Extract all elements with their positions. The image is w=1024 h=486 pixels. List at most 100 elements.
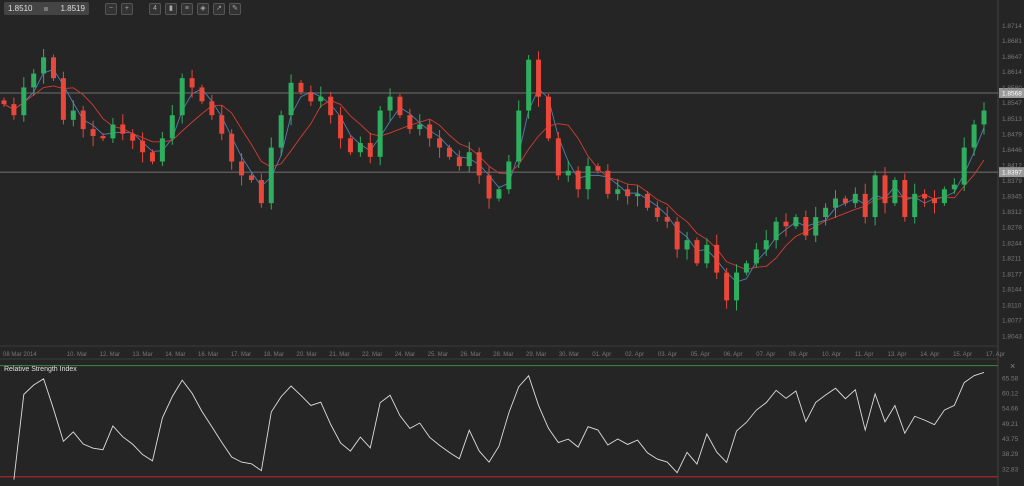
candle-body [229, 133, 235, 162]
candle-body [595, 166, 601, 171]
time-tick-label: 25. Mar [428, 352, 448, 358]
candle-body [239, 161, 245, 176]
candle-body [763, 240, 769, 250]
price-tick-label: 1.8043 [1002, 333, 1022, 340]
ask-price: 1.8519 [60, 4, 85, 13]
rsi-tick-label: 60.12 [1002, 391, 1019, 398]
candle-body [773, 221, 779, 241]
rsi-tick-label: 49.21 [1002, 421, 1019, 428]
rsi-close-icon[interactable]: × [1010, 361, 1015, 371]
chart-type-icon[interactable]: ↗ [212, 2, 225, 15]
candle-body [60, 78, 66, 120]
candle-body [466, 152, 472, 167]
time-tick-label: 09. Apr [789, 352, 808, 358]
candle-body [971, 124, 977, 148]
time-tick-label: 02. Apr [625, 352, 644, 358]
time-tick-label: 18. Mar [264, 352, 284, 358]
price-tick-label: 1.8244 [1002, 240, 1022, 247]
zoom-in-icon[interactable]: + [120, 2, 133, 15]
candle-body [912, 193, 918, 218]
candle-body [625, 189, 631, 197]
candle-body [635, 193, 641, 197]
candle-body [793, 217, 799, 227]
toolbar: 1.8510 1.8519 − + 4 ▮ ≡ ◈ ↗ ✎ [4, 2, 241, 15]
candle-body [753, 249, 759, 264]
candle-body [892, 180, 898, 204]
price-tick-label: 1.8647 [1002, 54, 1022, 61]
time-tick-label: 16. Mar [198, 352, 218, 358]
time-tick-label: 08 Mar 2014 [3, 352, 37, 358]
time-tick-label: 03. Apr [658, 352, 677, 358]
candle-body [476, 152, 482, 176]
candle-body [41, 57, 47, 74]
draw-icon[interactable]: ✎ [228, 2, 241, 15]
price-tick-label: 1.8681 [1002, 38, 1022, 45]
candle-body [258, 180, 264, 204]
candle-body [159, 138, 165, 162]
time-tick-label: 10. Mar [67, 352, 87, 358]
time-tick-label: 01. Apr [592, 352, 611, 358]
price-tick-label: 1.8446 [1002, 147, 1022, 154]
candle-body [783, 221, 789, 227]
candle-body [397, 96, 403, 116]
candle-body [516, 110, 522, 162]
candle-body [555, 138, 561, 176]
candle-body [941, 189, 947, 204]
candle-body [357, 142, 363, 153]
price-tick-label: 1.8312 [1002, 209, 1022, 216]
time-tick-label: 29. Mar [526, 352, 546, 358]
price-tick-label: 1.8211 [1002, 256, 1022, 263]
candle-body [308, 92, 314, 102]
candle-body [110, 124, 116, 139]
time-tick-label: 14. Mar [165, 352, 185, 358]
bid-price: 1.8510 [8, 4, 33, 13]
objects-icon[interactable]: ◈ [196, 2, 209, 15]
candle-body [288, 82, 294, 116]
candle-body [21, 87, 27, 116]
time-tick-label: 17. Apr [986, 352, 1005, 358]
period-icon[interactable]: 4 [148, 2, 161, 15]
candle-body [615, 189, 621, 194]
candles-icon[interactable]: ▮ [164, 2, 177, 15]
candle-body [318, 96, 324, 102]
candle-body [981, 110, 987, 125]
candle-body [377, 110, 383, 157]
candle-body [872, 175, 878, 218]
candle-body [704, 244, 710, 264]
quote-box[interactable]: 1.8510 1.8519 [4, 2, 89, 15]
candle-body [654, 207, 660, 218]
price-tick-label: 1.8479 [1002, 132, 1022, 139]
price-tick-label: 1.8077 [1002, 318, 1022, 325]
rsi-tick-label: 43.75 [1002, 436, 1019, 443]
slow-moving-average-line [3, 85, 985, 270]
price-tick-label: 1.8110 [1002, 302, 1022, 309]
candle-body [11, 104, 17, 116]
candle-body [565, 170, 571, 176]
candle-body [842, 198, 848, 204]
candle-body [575, 170, 581, 190]
candle-body [496, 189, 502, 199]
price-tick-label: 1.8278 [1002, 225, 1022, 232]
candle-body [140, 140, 146, 153]
candle-body [813, 217, 819, 236]
indicators-icon[interactable]: ≡ [180, 2, 193, 15]
candle-body [664, 217, 670, 222]
candle-body [724, 272, 730, 301]
candle-body [951, 184, 957, 190]
rsi-tick-label: 54.66 [1002, 406, 1019, 413]
price-tick-label: 1.8714 [1002, 23, 1022, 30]
candle-body [347, 138, 353, 153]
candle-body [506, 161, 512, 190]
rsi-tick-label: 32.83 [1002, 466, 1019, 473]
zoom-out-icon[interactable]: − [104, 2, 117, 15]
time-tick-label: 15. Apr [953, 352, 972, 358]
candle-body [90, 129, 96, 137]
candle-body [734, 272, 740, 301]
candle-body [417, 124, 423, 130]
candle-body [526, 59, 532, 111]
candle-body [268, 147, 274, 204]
candle-body [427, 124, 433, 139]
candle-body [1, 100, 7, 105]
candle-body [833, 198, 839, 208]
